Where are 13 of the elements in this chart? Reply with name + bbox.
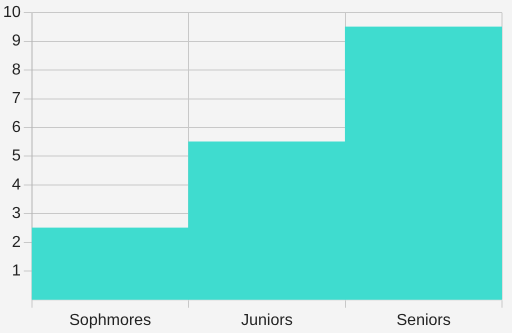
y-tick-label: 7 — [12, 90, 21, 108]
y-tick-label: 9 — [12, 32, 21, 50]
x-tick-label: Sophmores — [69, 312, 152, 329]
y-tick-label: 2 — [12, 234, 21, 251]
y-tick-label: 1 — [12, 262, 21, 280]
y-tick-label: 6 — [12, 118, 21, 136]
y-tick-label: 5 — [12, 148, 21, 165]
y-tick-label: 8 — [12, 61, 21, 78]
y-tick-label: 3 — [12, 205, 21, 222]
x-tick-label: Seniors — [396, 312, 451, 329]
y-tick-label: 4 — [12, 176, 21, 194]
x-tick-label: Juniors — [241, 312, 293, 329]
y-tick-label: 10 — [3, 4, 21, 22]
